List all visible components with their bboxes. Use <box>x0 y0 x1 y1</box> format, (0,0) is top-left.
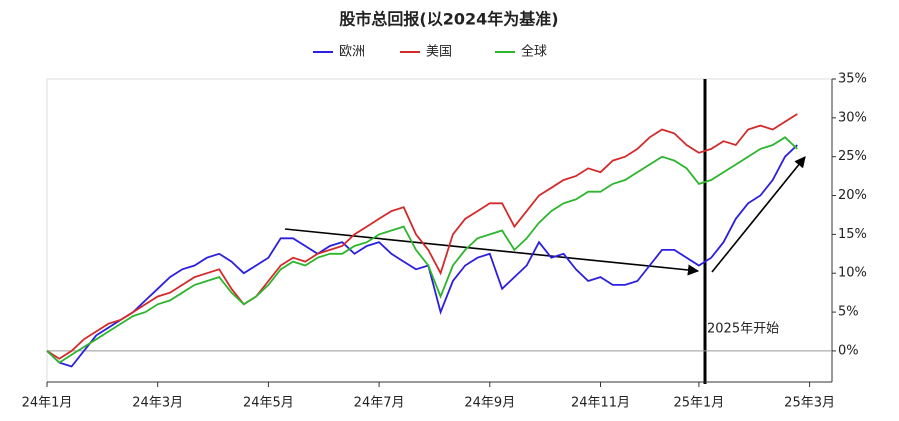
y-tick-label: 20% <box>838 188 867 203</box>
chart-title: 股市总回报(以2024年为基准) <box>339 10 558 29</box>
x-tick-label: 25年1月 <box>673 396 724 411</box>
x-tick-label: 24年11月 <box>571 396 630 411</box>
x-tick-label: 24年3月 <box>132 396 183 411</box>
y-tick-label: 5% <box>838 305 859 320</box>
x-tick-label: 24年5月 <box>243 396 294 411</box>
plot-frame <box>46 78 833 383</box>
y-tick-label: 10% <box>838 266 867 281</box>
x-tick-label: 24年9月 <box>464 396 515 411</box>
y-tick-label: 30% <box>838 110 867 125</box>
y-tick-label: 0% <box>838 343 859 358</box>
series-line <box>46 144 798 368</box>
trend-arrow <box>711 156 806 273</box>
series-line <box>46 113 798 360</box>
y-tick-label: 25% <box>838 149 867 164</box>
x-tick-label: 25年3月 <box>784 396 835 411</box>
y-tick-label: 15% <box>838 227 867 242</box>
legend-label: 欧洲 <box>339 45 365 60</box>
y-tick-label: 35% <box>838 72 867 87</box>
x-tick-label: 24年7月 <box>354 396 405 411</box>
series-line <box>46 136 798 364</box>
legend-label: 美国 <box>426 45 452 60</box>
legend-label: 全球 <box>521 44 547 60</box>
x-tick-label: 24年1月 <box>22 396 73 411</box>
annotation: 2025年开始 <box>707 322 779 337</box>
